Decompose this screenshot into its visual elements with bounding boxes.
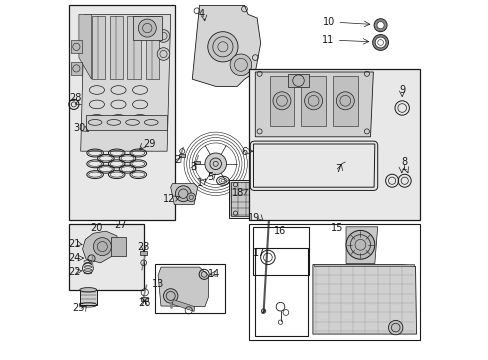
Bar <box>231 182 282 216</box>
Polygon shape <box>79 14 91 79</box>
Text: 28: 28 <box>69 93 81 103</box>
Bar <box>71 62 81 75</box>
Text: 3: 3 <box>189 162 196 172</box>
Polygon shape <box>81 14 170 151</box>
Bar <box>69 5 175 220</box>
Ellipse shape <box>157 30 169 42</box>
Text: 27: 27 <box>114 220 126 230</box>
Polygon shape <box>158 267 208 307</box>
Bar <box>179 154 185 157</box>
Circle shape <box>93 238 111 256</box>
Bar <box>255 248 307 336</box>
Text: 11: 11 <box>321 35 333 45</box>
Circle shape <box>387 320 402 335</box>
Polygon shape <box>172 300 194 311</box>
Text: 13: 13 <box>152 279 164 289</box>
Bar <box>86 115 167 130</box>
Bar <box>91 16 105 79</box>
Text: 4: 4 <box>198 9 204 19</box>
Ellipse shape <box>163 289 178 303</box>
Text: 16: 16 <box>274 226 286 236</box>
Bar <box>155 264 224 313</box>
Text: 17: 17 <box>252 248 264 258</box>
Text: 2: 2 <box>174 155 180 165</box>
Polygon shape <box>255 72 373 137</box>
Bar <box>133 16 162 40</box>
Text: 1: 1 <box>197 177 203 188</box>
Text: 9: 9 <box>398 85 405 95</box>
Bar <box>229 180 284 218</box>
Text: 22: 22 <box>68 267 81 277</box>
Circle shape <box>272 92 290 110</box>
Text: 25: 25 <box>72 303 84 313</box>
Bar <box>141 297 148 301</box>
Ellipse shape <box>157 48 169 60</box>
Text: 21: 21 <box>68 239 81 249</box>
Text: 19: 19 <box>247 213 260 223</box>
Text: 10: 10 <box>322 17 335 27</box>
Bar <box>313 264 413 266</box>
Text: 8: 8 <box>400 157 406 167</box>
Text: 29: 29 <box>142 139 155 149</box>
Text: 18: 18 <box>232 188 244 198</box>
Text: 15: 15 <box>330 222 343 233</box>
Bar <box>80 290 97 305</box>
Bar <box>145 16 159 79</box>
Text: 14: 14 <box>207 269 220 279</box>
Text: 26: 26 <box>138 298 151 308</box>
Text: 24: 24 <box>68 253 81 263</box>
Circle shape <box>186 193 195 202</box>
Circle shape <box>204 153 226 175</box>
Bar <box>287 74 309 87</box>
Ellipse shape <box>80 288 97 292</box>
Circle shape <box>230 54 251 76</box>
Bar <box>248 69 419 220</box>
Bar <box>140 251 147 255</box>
Polygon shape <box>192 5 260 86</box>
Bar <box>111 237 126 256</box>
Polygon shape <box>170 184 197 204</box>
Polygon shape <box>82 231 120 263</box>
Circle shape <box>138 19 156 37</box>
Bar <box>69 224 143 290</box>
Bar <box>127 16 141 79</box>
Circle shape <box>304 92 322 110</box>
Bar <box>194 161 200 164</box>
Circle shape <box>346 230 374 259</box>
Bar <box>109 16 123 79</box>
Bar <box>269 76 294 126</box>
Text: 12: 12 <box>163 194 175 204</box>
Polygon shape <box>312 265 416 334</box>
Bar <box>301 76 325 126</box>
Bar <box>71 40 81 53</box>
Text: 7: 7 <box>334 164 341 174</box>
Text: 23: 23 <box>137 242 150 252</box>
Text: 30: 30 <box>73 123 85 133</box>
Text: 20: 20 <box>91 222 103 233</box>
Bar <box>248 224 419 340</box>
Circle shape <box>336 92 354 110</box>
Polygon shape <box>346 227 377 264</box>
Text: 5: 5 <box>207 172 213 183</box>
Circle shape <box>175 186 191 202</box>
Circle shape <box>207 32 238 62</box>
Bar <box>253 227 309 275</box>
Text: 6: 6 <box>241 147 247 157</box>
Bar <box>332 76 357 126</box>
